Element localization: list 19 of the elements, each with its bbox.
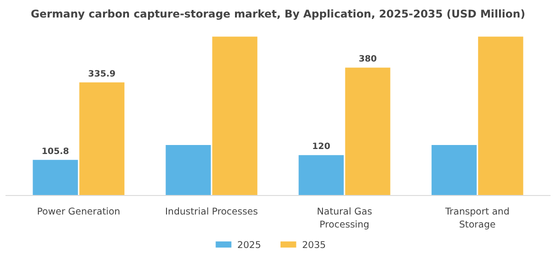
bar: [32, 160, 78, 196]
bar: [212, 36, 258, 196]
data-label: 120: [312, 142, 330, 152]
bar: [79, 82, 124, 196]
data-label: 105.8: [42, 146, 70, 157]
bar: [345, 68, 390, 196]
bar: [298, 155, 344, 196]
legend-label: 2025: [237, 240, 262, 251]
x-tick-label: Industrial Processes: [165, 206, 258, 218]
chart-title: Germany carbon capture-storage market, By Application, 2025-2035 (USD Million): [30, 8, 526, 20]
legend-label: 2035: [302, 240, 326, 251]
bar: [432, 145, 477, 196]
data-label: 380: [358, 54, 377, 65]
data-label: 335.9: [88, 69, 116, 80]
bar: [478, 36, 524, 196]
x-tick-label: Natural Gas Processing: [316, 206, 372, 231]
x-tick-label: Power Generation: [37, 206, 120, 218]
bar: [166, 145, 211, 196]
x-tick-label: Transport and Storage: [444, 206, 510, 231]
